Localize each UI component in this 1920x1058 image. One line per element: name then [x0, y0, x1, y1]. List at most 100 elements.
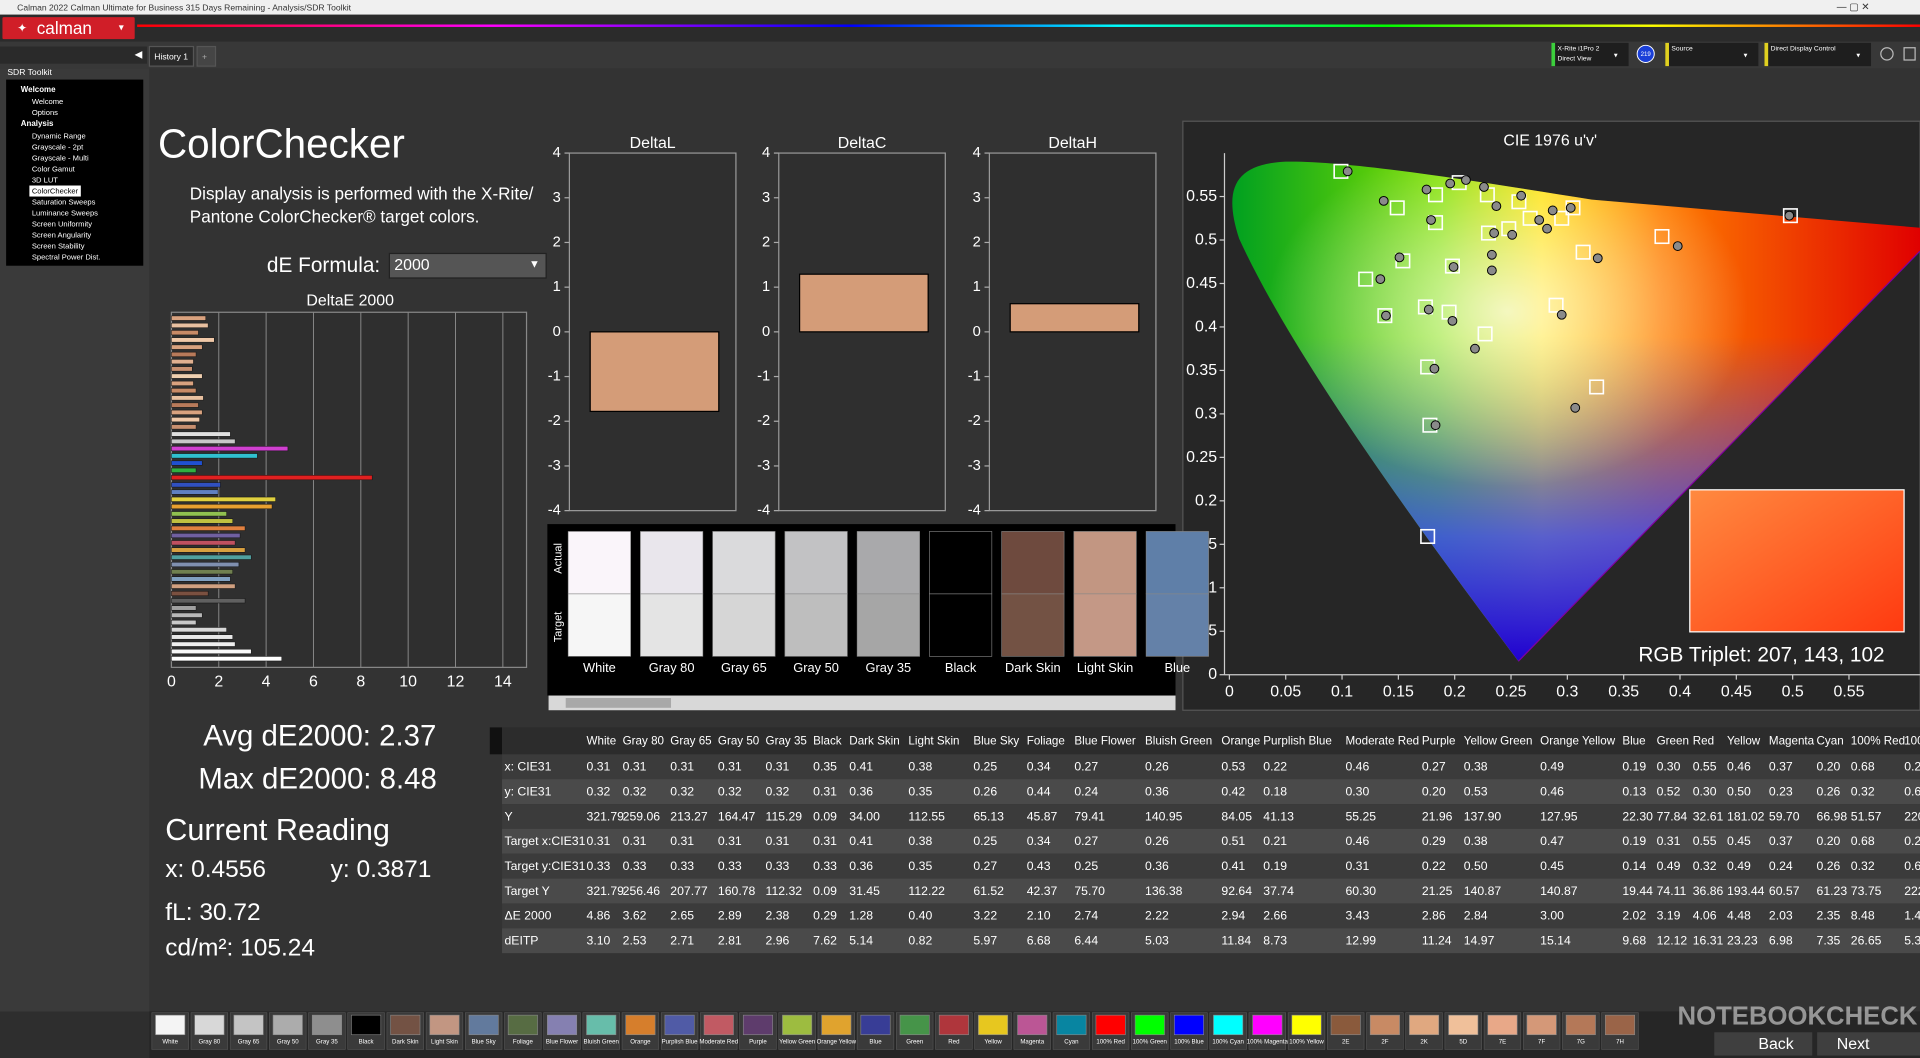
palette-swatch [1017, 1014, 1048, 1036]
tree-item[interactable]: ColorChecker [32, 187, 79, 196]
table-row [502, 779, 1920, 805]
table-cell: 5.97 [973, 934, 997, 948]
brand-button[interactable] [2, 17, 135, 40]
tree-item[interactable]: 3D LUT [32, 176, 58, 185]
table-cell: 0.47 [1540, 834, 1564, 848]
formula-select[interactable] [388, 252, 547, 279]
tree-item[interactable]: Grayscale - Multi [32, 153, 89, 162]
tree-group[interactable]: Analysis [21, 119, 54, 128]
swatch-target [567, 593, 631, 657]
y-tick-label: -1 [757, 369, 770, 385]
tree-item[interactable]: Color Gamut [32, 164, 76, 173]
measured-point [1375, 274, 1386, 285]
row-label: dEITP [504, 934, 538, 948]
table-cell: 0.25 [973, 760, 997, 774]
next-button[interactable] [1817, 1032, 1920, 1056]
table-cell: 0.33 [587, 859, 611, 873]
scroll-thumb[interactable] [565, 697, 672, 708]
description: Display analysis is performed with the X… [190, 183, 534, 203]
tree-item[interactable]: Saturation Sweeps [32, 198, 96, 207]
table-cell: 140.87 [1540, 884, 1578, 898]
measured-point [1448, 262, 1459, 272]
table-cell: 12.12 [1657, 934, 1688, 948]
back-button[interactable] [1714, 1032, 1813, 1056]
tree-item[interactable]: Options [32, 108, 58, 117]
palette-label: White [162, 1039, 178, 1046]
table-cell: 0.30 [1657, 760, 1681, 774]
palette-swatch [1565, 1014, 1596, 1036]
x-tick-label: 0.4 [1669, 683, 1691, 700]
control-box[interactable] [1764, 42, 1872, 67]
swatch-name: Gray 65 [721, 660, 767, 675]
bar [171, 504, 273, 510]
column-header: Gray 65 [670, 734, 711, 747]
tree-item[interactable]: Luminance Sweeps [32, 209, 98, 218]
bar [171, 402, 199, 408]
bar [171, 489, 219, 495]
table-cell: 0.31 [587, 760, 611, 774]
swatch-actual [856, 531, 920, 595]
swatch-actual [784, 531, 848, 595]
y-tick-label: 1 [762, 279, 770, 295]
history-tab[interactable] [148, 45, 195, 67]
add-tab[interactable] [196, 45, 217, 67]
measured-point [1486, 249, 1497, 260]
palette-label: Green [906, 1039, 923, 1046]
palette-swatch [272, 1014, 303, 1036]
measured-point [1378, 195, 1389, 206]
table-cell: 0.32 [718, 784, 742, 798]
target-point [1377, 308, 1393, 324]
window-icon[interactable] [1903, 47, 1916, 61]
table-cell: 259.06 [623, 809, 661, 823]
tree-item[interactable]: Grayscale - 2pt [32, 142, 84, 151]
table-cell: 0.33 [670, 859, 694, 873]
reading-title: Current Reading [165, 813, 390, 847]
source-box[interactable] [1665, 42, 1759, 67]
avg-de: Avg dE2000: 2.37 [203, 719, 436, 752]
bar [171, 453, 258, 459]
table-cell: 0.25 [973, 834, 997, 848]
bar [171, 576, 231, 582]
meter-box[interactable] [1551, 42, 1629, 67]
bar [171, 359, 194, 365]
column-header: Purple [1422, 734, 1456, 747]
measured-point [1547, 205, 1558, 216]
column-header: Purplish Blue [1263, 734, 1331, 747]
palette-label: 100% Magenta [1247, 1039, 1289, 1046]
table-cell: 0.55 [1693, 760, 1717, 774]
tree-group[interactable]: Welcome [21, 85, 56, 94]
table-header-bg [502, 727, 1920, 755]
table-cell: 2.02 [1622, 909, 1646, 923]
table-cell: 3.62 [623, 909, 647, 923]
bar [171, 380, 194, 386]
x-tick-label: 10 [399, 674, 417, 691]
badge[interactable] [1636, 44, 1655, 63]
y-tick-label: 1 [553, 279, 561, 295]
table-cell: 2.65 [670, 909, 694, 923]
tree-item[interactable]: Screen Angularity [32, 231, 92, 240]
table-cell: 2.35 [1817, 909, 1841, 923]
table-cell: 2.96 [766, 934, 790, 948]
sidebar-tree [6, 79, 144, 266]
scrollbar[interactable] [548, 695, 1176, 711]
table-cell: 0.82 [908, 934, 932, 948]
palette-swatch [468, 1014, 499, 1036]
tree-item[interactable]: Dynamic Range [32, 131, 86, 140]
settings-icon[interactable] [1880, 47, 1894, 61]
tree-item[interactable]: Screen Uniformity [32, 220, 92, 229]
brand-name: calman [37, 18, 92, 38]
tree-item[interactable]: Welcome [32, 97, 63, 106]
tree-item[interactable]: Spectral Power Dist. [32, 253, 101, 262]
source-status [1665, 42, 1669, 67]
palette-label: Bluish Green [584, 1039, 619, 1046]
table-cell: 0.34 [1027, 834, 1051, 848]
palette-label: 7G [1577, 1039, 1585, 1046]
swatch-target [1145, 593, 1209, 657]
tree-item[interactable]: Screen Stability [32, 242, 85, 251]
collapse-arrow[interactable]: ◀ [135, 50, 143, 61]
palette-swatch [1330, 1014, 1361, 1036]
swatch-target [1001, 593, 1065, 657]
y-tick-label: 4 [762, 145, 770, 161]
window-controls[interactable]: — ▢ ✕ [1837, 2, 1870, 13]
rgb-triplet: RGB Triplet: 207, 143, 102 [1638, 644, 1884, 667]
